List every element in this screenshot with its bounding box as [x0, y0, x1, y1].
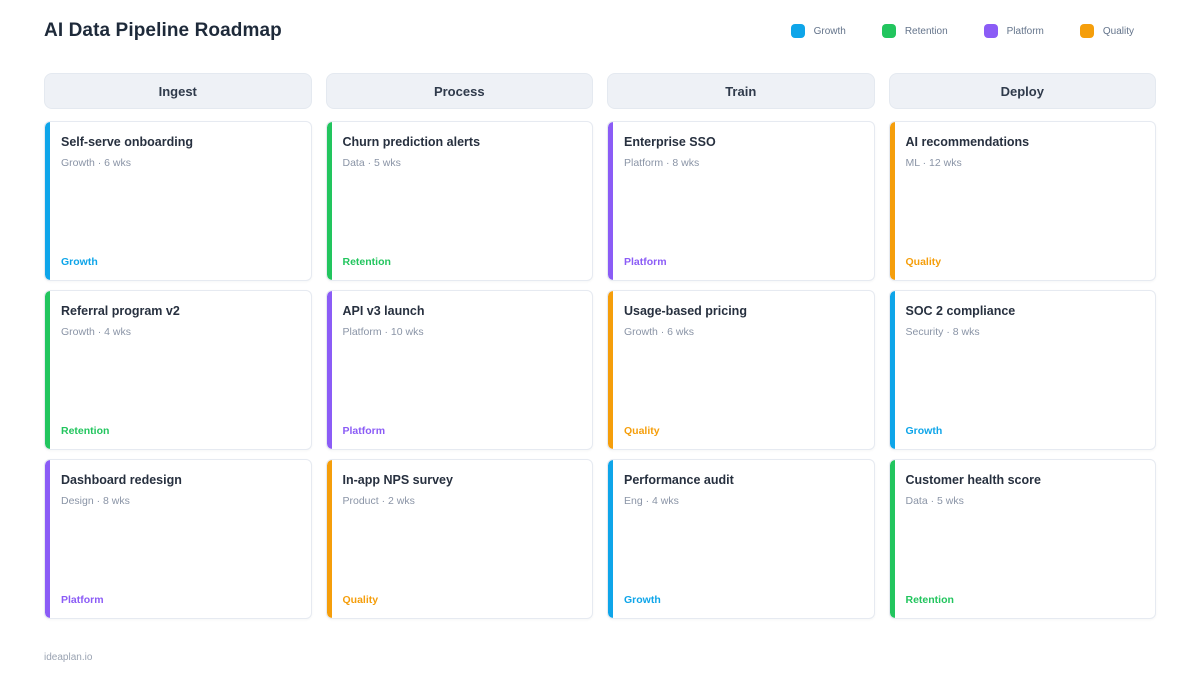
card-title: Usage-based pricing	[624, 304, 747, 318]
card-tag: Quality	[342, 594, 379, 606]
card-title: Performance audit	[624, 473, 734, 487]
column-header-deploy: Deploy	[888, 73, 1156, 109]
card-color-strip	[608, 122, 613, 280]
card-meta: Security · 8 wks	[905, 326, 980, 338]
card-meta: Growth · 4 wks	[61, 326, 132, 338]
card-tag: Platform	[61, 594, 104, 606]
card-churn-prediction-alerts[interactable]: Churn prediction alerts Data · 5 wks Ret…	[325, 121, 593, 281]
card-meta: Product · 2 wks	[342, 495, 415, 507]
card-title: API v3 launch	[342, 304, 425, 318]
card-color-strip	[889, 460, 895, 618]
card-customer-health-score[interactable]: Customer health score Data · 5 wks Reten…	[888, 459, 1156, 619]
legend-label: Retention	[904, 25, 948, 37]
column-header-process: Process	[325, 73, 593, 109]
card-tag: Growth	[624, 594, 661, 606]
card-tag: Quality	[905, 256, 942, 268]
legend-item-quality: Quality	[1079, 24, 1134, 38]
card-meta: ML · 12 wks	[905, 157, 962, 169]
card-tag: Platform	[624, 256, 667, 268]
card-color-strip	[889, 122, 895, 280]
card-tag: Growth	[905, 425, 943, 437]
legend-label: Platform	[1006, 25, 1044, 37]
card-title: Enterprise SSO	[624, 135, 716, 149]
card-title: Referral program v2	[61, 304, 180, 318]
retention-swatch-icon	[881, 24, 896, 38]
header-bar: AI Data Pipeline Roadmap Growth Retentio…	[44, 18, 1156, 42]
card-tag: Retention	[905, 594, 954, 606]
card-dashboard-redesign[interactable]: Dashboard redesign Design · 8 wks Platfo…	[44, 459, 312, 619]
card-ai-recommendations[interactable]: AI recommendations ML · 12 wks Quality	[888, 121, 1156, 281]
card-meta: Growth · 6 wks	[624, 326, 695, 338]
legend-label: Growth	[813, 25, 846, 37]
column-ingest: Ingest Self-serve onboarding Growth · 6 …	[44, 73, 312, 628]
card-in-app-nps-survey[interactable]: In-app NPS survey Product · 2 wks Qualit…	[325, 459, 593, 619]
card-meta: Data · 5 wks	[342, 157, 401, 169]
card-referral-program-v2[interactable]: Referral program v2 Growth · 4 wks Reten…	[44, 290, 312, 450]
column-header-ingest: Ingest	[44, 73, 312, 109]
card-title: Dashboard redesign	[61, 473, 182, 487]
card-enterprise-sso[interactable]: Enterprise SSO Platform · 8 wks Platform	[607, 121, 875, 281]
card-meta: Data · 5 wks	[905, 495, 964, 507]
card-meta: Growth · 6 wks	[61, 157, 132, 169]
card-meta: Design · 8 wks	[61, 495, 130, 507]
card-color-strip	[326, 291, 332, 449]
column-process: Process Churn prediction alerts Data · 5…	[325, 73, 593, 628]
platform-swatch-icon	[983, 24, 998, 38]
card-meta: Eng · 4 wks	[624, 495, 679, 507]
card-tag: Platform	[342, 425, 386, 437]
card-color-strip	[889, 291, 895, 449]
card-meta: Platform · 8 wks	[624, 157, 700, 169]
card-title: AI recommendations	[905, 135, 1030, 149]
card-color-strip	[326, 122, 332, 280]
card-color-strip	[45, 460, 50, 618]
card-usage-based-pricing[interactable]: Usage-based pricing Growth · 6 wks Quali…	[607, 290, 875, 450]
footer-brand: ideaplan.io	[44, 652, 93, 663]
card-title: Self-serve onboarding	[61, 135, 193, 149]
card-tag: Quality	[624, 425, 660, 437]
legend-label: Quality	[1102, 25, 1134, 37]
card-soc-2-compliance[interactable]: SOC 2 compliance Security · 8 wks Growth	[888, 290, 1156, 450]
growth-swatch-icon	[790, 24, 805, 38]
card-self-serve-onboarding[interactable]: Self-serve onboarding Growth · 6 wks Gro…	[44, 121, 312, 281]
card-color-strip	[45, 291, 50, 449]
quality-swatch-icon	[1079, 24, 1094, 38]
column-header-train: Train	[607, 73, 875, 109]
legend-item-growth: Growth	[790, 24, 846, 38]
card-tag: Retention	[342, 256, 391, 268]
page-title: AI Data Pipeline Roadmap	[44, 20, 282, 41]
roadmap-board: Ingest Self-serve onboarding Growth · 6 …	[44, 73, 1156, 628]
card-color-strip	[608, 460, 613, 618]
column-train: Train Enterprise SSO Platform · 8 wks Pl…	[607, 73, 875, 628]
legend-item-platform: Platform	[983, 24, 1044, 38]
card-title: Customer health score	[905, 473, 1041, 487]
legend-item-retention: Retention	[881, 24, 948, 38]
card-title: SOC 2 compliance	[905, 304, 1016, 318]
card-tag: Retention	[61, 425, 110, 437]
card-meta: Platform · 10 wks	[342, 326, 424, 338]
card-color-strip	[45, 122, 50, 280]
card-color-strip	[326, 460, 332, 618]
legend: Growth Retention Platform Quality	[790, 18, 1156, 38]
card-performance-audit[interactable]: Performance audit Eng · 4 wks Growth	[607, 459, 875, 619]
card-tag: Growth	[61, 256, 98, 268]
card-color-strip	[608, 291, 613, 449]
card-title: In-app NPS survey	[342, 473, 453, 487]
card-title: Churn prediction alerts	[342, 135, 481, 149]
card-api-v3-launch[interactable]: API v3 launch Platform · 10 wks Platform	[325, 290, 593, 450]
column-deploy: Deploy AI recommendations ML · 12 wks Qu…	[888, 73, 1156, 628]
